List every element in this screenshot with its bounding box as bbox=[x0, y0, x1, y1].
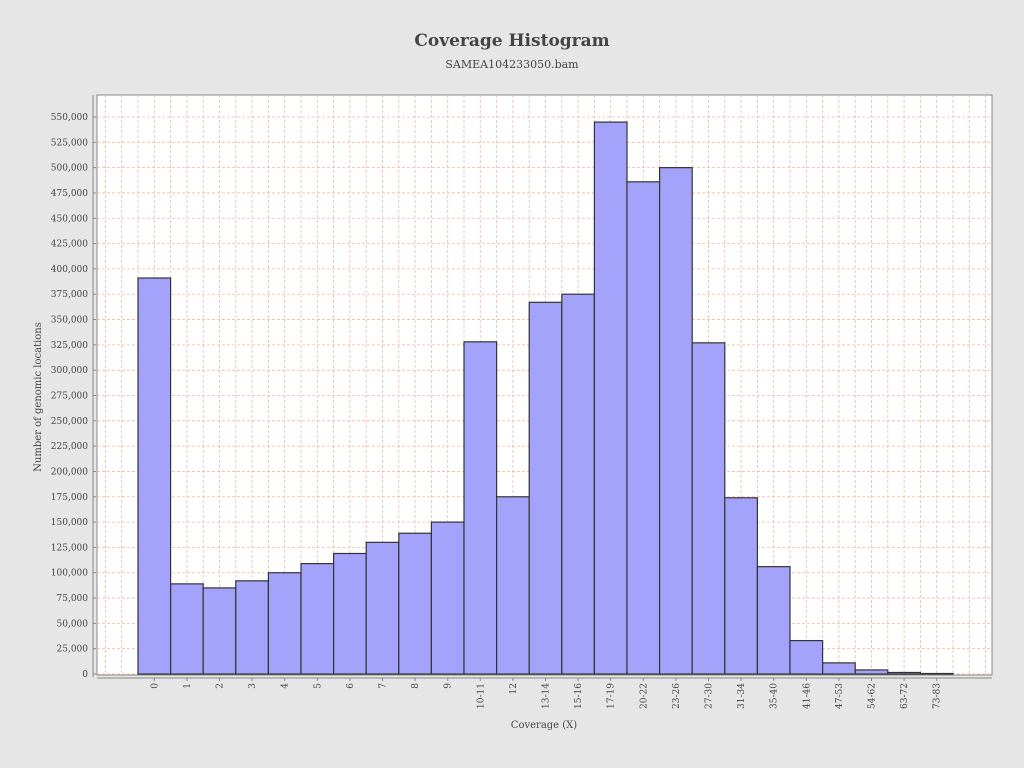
histogram-bar bbox=[137, 277, 172, 675]
y-tick-label: 325,000 bbox=[51, 341, 88, 351]
y-tick-label: 225,000 bbox=[51, 442, 88, 452]
histogram-bar bbox=[267, 572, 302, 675]
histogram-bar bbox=[300, 563, 335, 675]
y-tick-label: 75,000 bbox=[57, 594, 89, 604]
histogram-bar bbox=[202, 587, 237, 675]
histogram-bar bbox=[496, 496, 530, 675]
x-tick-label: 1 bbox=[183, 683, 193, 689]
x-tick-labels: 0 1 2 3 4 5 6 7 8 9 10-11 12 13-14 15-16 17-19 20-22 23-… bbox=[150, 678, 943, 709]
y-tick-label: 500,000 bbox=[51, 164, 88, 174]
x-tick-label: 13-14 bbox=[542, 683, 552, 709]
histogram-bar bbox=[333, 552, 367, 675]
x-tick-label: 3 bbox=[248, 683, 258, 689]
histogram-bar bbox=[528, 301, 563, 675]
y-tick-label: 25,000 bbox=[57, 645, 89, 655]
histogram-bar bbox=[561, 293, 595, 675]
y-tick-label: 0 bbox=[82, 670, 88, 680]
histogram-bar bbox=[170, 583, 204, 675]
y-tick-label: 275,000 bbox=[51, 392, 88, 402]
y-tick-label: 125,000 bbox=[51, 543, 88, 553]
x-tick-label: 5 bbox=[313, 683, 323, 689]
y-tick-label: 350,000 bbox=[51, 316, 88, 326]
y-axis-label: Number of genomic locations bbox=[33, 322, 44, 472]
x-tick-label: 31-34 bbox=[737, 683, 747, 709]
x-tick-label: 8 bbox=[411, 683, 421, 689]
y-tick-label: 250,000 bbox=[51, 417, 88, 427]
x-tick-label: 54-62 bbox=[868, 683, 878, 709]
x-tick-label: 10-11 bbox=[476, 683, 486, 709]
histogram-bar bbox=[235, 580, 270, 675]
y-tick-label: 550,000 bbox=[51, 113, 88, 123]
x-tick-label: 2 bbox=[216, 683, 226, 689]
y-tick-label: 400,000 bbox=[51, 265, 88, 275]
y-tick-label: 525,000 bbox=[51, 138, 88, 148]
x-tick-label: 20-22 bbox=[639, 683, 649, 709]
histogram-bar bbox=[365, 541, 400, 675]
histogram-bar bbox=[658, 167, 693, 675]
x-tick-label: 0 bbox=[150, 683, 160, 689]
x-tick-label: 73-83 bbox=[933, 683, 943, 709]
y-tick-label: 50,000 bbox=[57, 619, 89, 629]
histogram-bar bbox=[691, 342, 726, 675]
chart-title: Coverage Histogram bbox=[414, 31, 610, 51]
x-axis-label: Coverage (X) bbox=[511, 720, 578, 731]
histogram-bar bbox=[887, 671, 921, 675]
x-tick-label: 23-26 bbox=[672, 683, 682, 709]
x-tick-label: 9 bbox=[444, 683, 454, 689]
histogram-bar bbox=[593, 121, 628, 675]
x-tick-label: 63-72 bbox=[900, 683, 910, 709]
y-tick-labels: 0 25,000 50,000 75,000 100,000 125,000 150,000… bbox=[51, 113, 96, 680]
x-tick-label: 4 bbox=[281, 683, 291, 689]
histogram-bar bbox=[789, 639, 824, 675]
histogram-bar bbox=[463, 341, 498, 675]
histogram-bar bbox=[724, 497, 758, 675]
x-tick-label: 35-40 bbox=[770, 683, 780, 709]
histogram-bar bbox=[430, 521, 465, 675]
histogram-bar bbox=[919, 672, 954, 675]
histogram-bar bbox=[821, 662, 856, 675]
chart-subtitle: SAMEA104233050.bam bbox=[445, 58, 579, 71]
bars bbox=[137, 121, 954, 675]
x-tick-label: 41-46 bbox=[802, 683, 812, 709]
x-tick-label: 12 bbox=[509, 683, 519, 694]
y-tick-label: 150,000 bbox=[51, 518, 88, 528]
y-tick-label: 175,000 bbox=[51, 493, 88, 503]
histogram-bar bbox=[398, 532, 432, 675]
histogram-bar bbox=[626, 181, 661, 675]
y-tick-label: 200,000 bbox=[51, 467, 88, 477]
x-tick-label: 7 bbox=[379, 683, 389, 689]
histogram-bar bbox=[854, 669, 889, 675]
x-tick-label: 17-19 bbox=[607, 683, 617, 709]
x-tick-label: 15-16 bbox=[574, 683, 584, 709]
y-tick-label: 475,000 bbox=[51, 189, 88, 199]
y-tick-label: 100,000 bbox=[51, 569, 88, 579]
x-tick-label: 6 bbox=[346, 683, 356, 689]
histogram-bar bbox=[756, 566, 791, 675]
x-tick-label: 27-30 bbox=[705, 683, 715, 709]
y-tick-label: 425,000 bbox=[51, 240, 88, 250]
y-tick-label: 375,000 bbox=[51, 290, 88, 300]
y-tick-label: 300,000 bbox=[51, 366, 88, 376]
y-tick-label: 450,000 bbox=[51, 214, 88, 224]
x-tick-label: 47-53 bbox=[835, 683, 845, 709]
